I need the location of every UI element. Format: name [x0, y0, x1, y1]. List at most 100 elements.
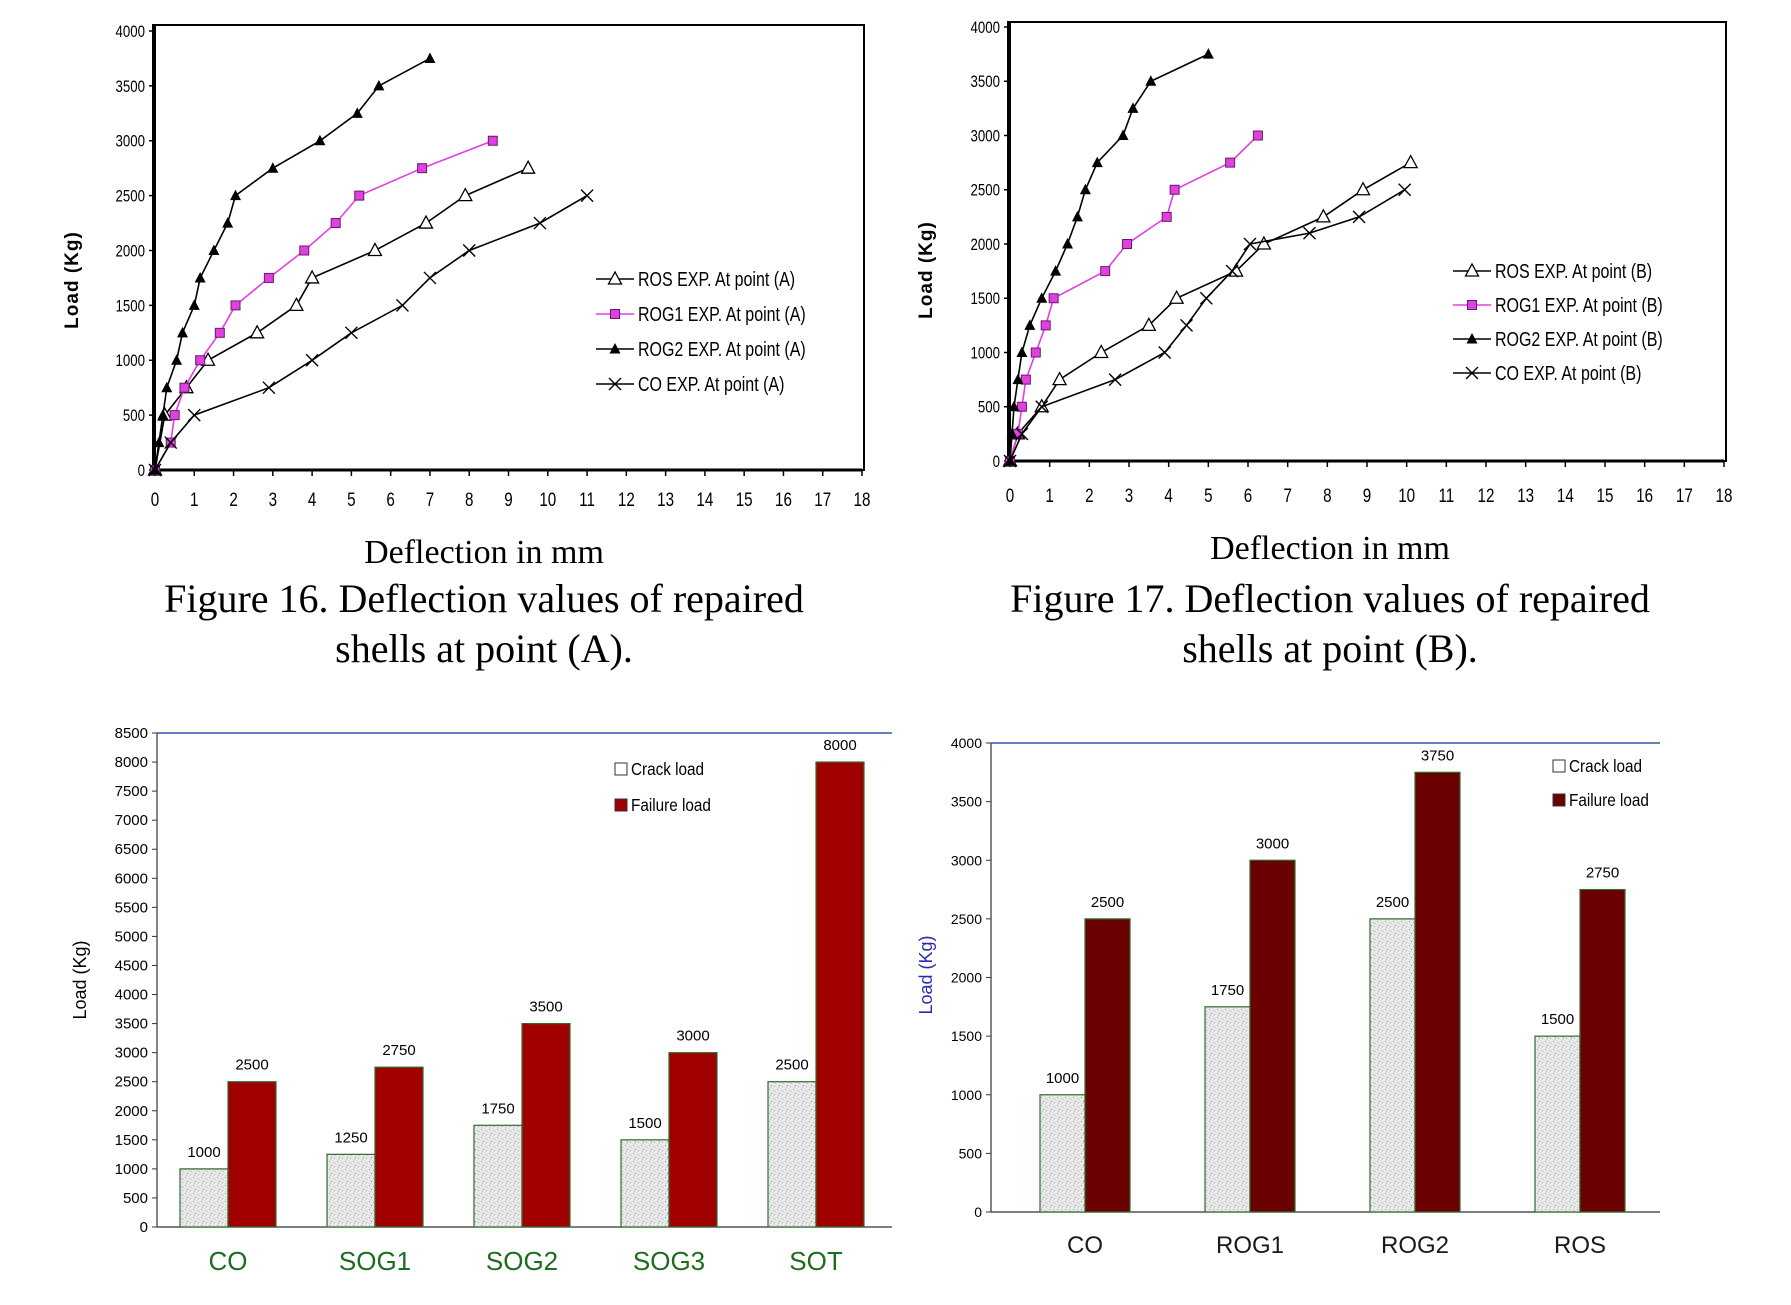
data-point-marker: [153, 436, 165, 448]
data-point-marker: [1403, 154, 1419, 169]
x-tick-label: 3: [269, 488, 277, 510]
data-point-marker: [314, 134, 326, 146]
y-tick-label: 1500: [971, 290, 1000, 309]
y-tick-label: 1500: [115, 1132, 148, 1149]
data-point-marker: [1040, 320, 1051, 331]
plot-frame: [152, 24, 865, 471]
crack-load-data-label: 2500: [775, 1057, 808, 1074]
legend-marker: [1466, 333, 1478, 344]
data-point-marker: [1030, 347, 1041, 358]
data-point-marker: [288, 297, 304, 312]
category-label: SOT: [789, 1246, 843, 1276]
data-point-marker: [230, 300, 241, 311]
data-point-marker: [299, 245, 310, 256]
series-line-0: [154, 167, 529, 471]
data-point-marker: [1015, 427, 1029, 441]
category-label: ROS: [1554, 1232, 1606, 1259]
x-tick-label: 3: [1125, 484, 1133, 506]
data-point-marker: [1398, 183, 1412, 197]
x-tick-label: 0: [1006, 484, 1014, 506]
data-point-marker: [176, 326, 188, 338]
y-axis-label: Load (Kg): [916, 221, 937, 319]
legend-marker: [609, 343, 621, 354]
crack-load-bar: [1039, 1094, 1086, 1213]
failure-load-data-label: 3750: [1421, 747, 1454, 764]
series-line-2: [154, 57, 431, 471]
legend-crack-swatch: [614, 762, 628, 776]
y-tick-label: 0: [140, 1219, 148, 1236]
legend-label: ROG2 EXP. At point (B): [1495, 328, 1663, 350]
data-point-marker: [344, 326, 358, 340]
x-tick-label: 14: [696, 488, 713, 510]
data-point-marker: [1071, 210, 1083, 222]
failure-load-bar: [815, 761, 865, 1228]
x-tick-label: 13: [657, 488, 674, 510]
x-tick-label: 6: [386, 488, 394, 510]
y-tick-label: 6000: [115, 870, 148, 887]
x-tick-label: 4: [1164, 484, 1173, 506]
legend-marker: [1465, 366, 1479, 380]
data-point-marker: [417, 163, 428, 174]
failure-load-data-label: 3000: [676, 1028, 709, 1045]
category-label: SOG1: [339, 1246, 411, 1276]
data-point-marker: [580, 189, 594, 203]
failure-load-data-label: 2750: [1586, 865, 1619, 882]
x-tick-label: 7: [1283, 484, 1291, 506]
category-label: SOG2: [486, 1246, 558, 1276]
crack-load-bar: [767, 1081, 817, 1228]
x-tick-label: 6: [1244, 484, 1252, 506]
y-tick-label: 4000: [116, 23, 145, 42]
y-tick-label: 0: [993, 453, 1000, 472]
data-point-marker: [1161, 211, 1172, 222]
x-tick-label: 7: [426, 488, 434, 510]
data-point-marker: [208, 244, 220, 255]
failure-load-data-label: 2750: [382, 1042, 415, 1059]
data-point-marker: [1008, 400, 1020, 412]
failure-load-bar: [1249, 859, 1296, 1213]
crack-load-data-label: 1000: [187, 1144, 220, 1161]
data-point-marker: [395, 298, 409, 312]
data-point-marker: [1050, 265, 1062, 276]
data-point-marker: [1180, 318, 1194, 332]
failure-load-data-label: 2500: [235, 1057, 268, 1074]
data-point-marker: [1108, 373, 1122, 387]
legend-marker: [1464, 262, 1480, 277]
crack-load-data-label: 1750: [1211, 982, 1244, 999]
y-tick-label: 4000: [951, 735, 982, 751]
failure-load-bar: [668, 1052, 718, 1228]
crack-load-data-label: 1500: [1541, 1011, 1574, 1028]
y-tick-label: 1000: [115, 1161, 148, 1178]
crack-load-data-label: 1500: [628, 1115, 661, 1132]
data-point-marker: [263, 272, 274, 283]
data-point-marker: [462, 244, 476, 257]
crack-load-bar: [620, 1139, 670, 1228]
y-tick-label: 8500: [115, 725, 148, 742]
data-point-marker: [354, 190, 365, 201]
data-point-marker: [1012, 373, 1024, 385]
data-point-marker: [1243, 237, 1257, 251]
data-point-marker: [1093, 344, 1109, 359]
y-tick-label: 3000: [971, 127, 1000, 146]
legend-label: Crack load: [1569, 756, 1642, 776]
y-tick-label: 0: [138, 462, 145, 481]
y-tick-label: 1500: [951, 1028, 982, 1044]
x-tick-label: 10: [539, 488, 556, 510]
x-tick-label: 12: [1478, 484, 1495, 506]
failure-load-data-label: 3500: [529, 999, 562, 1016]
crack-load-data-label: 1750: [481, 1100, 514, 1117]
failure-load-bar: [1579, 888, 1626, 1213]
y-tick-label: 8000: [115, 754, 148, 771]
y-axis-label: Load (Kg): [70, 940, 90, 1019]
data-point-marker: [1117, 129, 1129, 140]
x-tick-label: 2: [1085, 484, 1093, 506]
category-label: ROG1: [1216, 1232, 1284, 1259]
legend-crack-swatch: [1552, 759, 1566, 773]
y-axis-label: Load (Kg): [916, 935, 936, 1014]
data-point-marker: [262, 381, 276, 395]
x-tick-label: 5: [1204, 484, 1212, 506]
series-line-3: [1009, 189, 1406, 462]
data-point-marker: [171, 354, 183, 365]
data-point-marker: [214, 327, 225, 338]
failure-load-bar: [374, 1066, 424, 1228]
